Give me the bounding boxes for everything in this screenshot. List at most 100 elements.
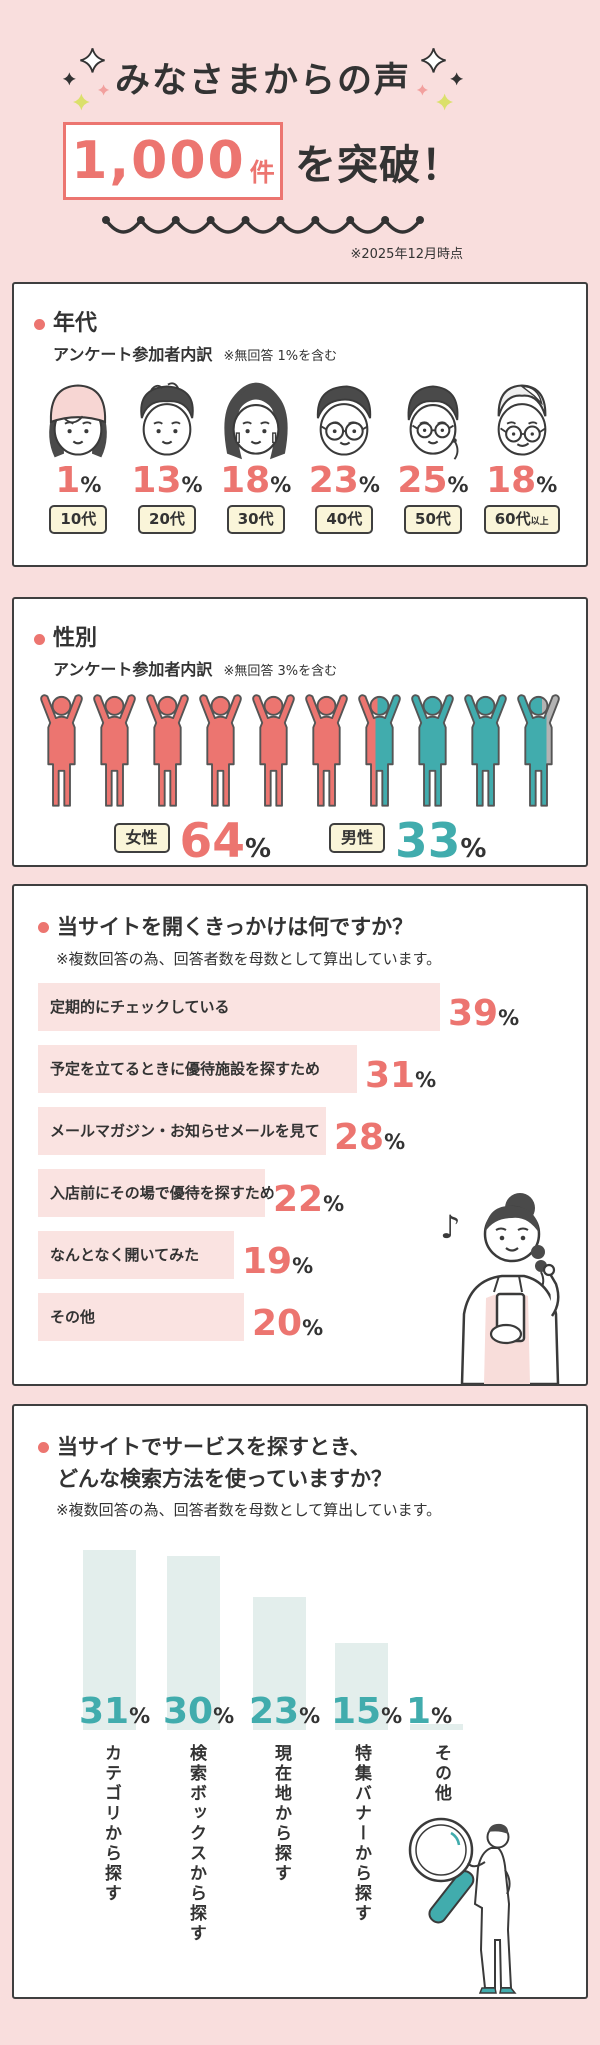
age-section-header: 年代	[34, 310, 566, 339]
age-label: 20代	[138, 504, 196, 534]
header: みなさまからの声 1,000 件 を突破！ ※2025年12月時点	[62, 0, 464, 262]
search-section: 当サイトでサービスを探すとき、 どんな検索方法を使っていますか？ ※複数回答の為…	[12, 1404, 588, 1999]
trigger-bar-percent: 22%	[273, 1178, 345, 1220]
page-title: みなさまからの声	[115, 60, 412, 101]
man-with-magnifier-illustration	[408, 1817, 517, 1994]
trigger-section-title: 当サイトを開くきっかけは何ですか？	[57, 915, 414, 939]
search-bar-label: その他	[431, 1744, 451, 1804]
age-chart: 1% 10代 13% 20代 18% 30代 23% 40代 25% 50代 18% 60代以上	[34, 375, 566, 534]
count-banner: 1,000 件 を突破！	[63, 122, 463, 200]
search-bar	[167, 1556, 220, 1730]
search-bar	[335, 1643, 388, 1730]
search-section-title-line2: どんな検索方法を使っていますか？	[57, 1466, 392, 1491]
hero-title-row: みなさまからの声	[62, 40, 464, 114]
man-glasses-face-icon	[302, 375, 386, 465]
search-bar-chart: 31% カテゴリから探す 30% 検索ボックスから探す 23% 現在地から探す 15% 特集バ…	[38, 1528, 562, 1995]
age-section-subtitle: アンケート参加者内訳 ※無回答 1%を含む	[53, 344, 338, 364]
age-item: 13% 20代	[123, 375, 212, 534]
trigger-bar-label: その他	[50, 1308, 96, 1326]
trigger-bar-percent: 31%	[365, 1054, 437, 1096]
trigger-bar-percent: 19%	[242, 1240, 314, 1282]
count-unit: 件	[249, 157, 275, 187]
age-label: 10代	[49, 504, 108, 534]
person-figure-icon	[37, 692, 86, 816]
female-percent: 64%	[179, 813, 271, 869]
search-bar-percent: 30%	[163, 1691, 235, 1732]
sparkle-icon	[62, 48, 110, 111]
trigger-bar: 入店前にその場で優待を探すため	[38, 1168, 275, 1217]
search-section-title-line1: 当サイトでサービスを探すとき、	[57, 1435, 371, 1459]
bullet-icon	[34, 318, 45, 330]
male-percent: 33%	[395, 813, 487, 869]
teen-girl-face-icon	[36, 375, 120, 465]
age-percent: 18%	[220, 459, 292, 501]
person-figure-icon	[355, 692, 404, 816]
bullet-icon	[34, 633, 45, 645]
gender-results: 女性 64% 男性 33%	[34, 812, 566, 865]
trigger-bar-label: 入店前にその場で優待を探すため	[50, 1184, 275, 1202]
trigger-bar-row: 予定を立てるときに優待施設を探すため 31%	[38, 1044, 562, 1096]
age-percent: 13%	[131, 459, 203, 501]
person-figure-icon	[302, 692, 351, 816]
count-suffix: を突破！	[295, 141, 463, 189]
person-figure-icon	[514, 692, 563, 816]
search-bar-percent: 31%	[79, 1691, 151, 1732]
female-result: 女性 64%	[113, 812, 271, 869]
gender-section-header: 性別	[34, 625, 566, 654]
search-bar-label: 現在地から探す	[271, 1744, 291, 1884]
trigger-bar: 定期的にチェックしている	[38, 982, 440, 1031]
search-bar	[410, 1724, 463, 1730]
trigger-bar: 予定を立てるときに優待施設を探すため	[38, 1044, 357, 1093]
person-figure-icon	[90, 692, 139, 816]
search-bar-percent: 23%	[249, 1691, 321, 1732]
trigger-bar-row: なんとなく開いてみた 19%	[38, 1230, 562, 1282]
trigger-bar-row: その他 20%	[38, 1292, 562, 1344]
search-section-note: ※複数回答の為、回答者数を母数として算出しています。	[56, 1501, 442, 1519]
trigger-bar: なんとなく開いてみた	[38, 1230, 234, 1279]
sparkle-icon	[416, 48, 464, 111]
trigger-bar-label: 定期的にチェックしている	[50, 998, 230, 1016]
trigger-bar: その他	[38, 1292, 244, 1341]
trigger-section-header: 当サイトを開くきっかけは何ですか？	[38, 912, 562, 944]
age-label: 60代以上	[483, 504, 560, 534]
trigger-bar: メールマガジン・お知らせメールを見て	[38, 1106, 326, 1155]
trigger-bar-label: 予定を立てるときに優待施設を探すため	[50, 1060, 321, 1078]
count-box: 1,000 件	[63, 122, 283, 200]
gender-section: 性別 アンケート参加者内訳 ※無回答 3%を含む 女性 64% 男性 33%	[12, 597, 588, 867]
age-label: 30代	[226, 504, 285, 534]
trigger-bar-label: なんとなく開いてみた	[50, 1246, 200, 1264]
age-item: 18% 30代	[211, 375, 300, 534]
young-man-face-icon	[125, 375, 209, 465]
age-item: 1% 10代	[34, 375, 123, 534]
gender-figure-chart	[34, 692, 566, 816]
age-percent: 1%	[55, 459, 102, 501]
age-percent: 18%	[486, 459, 558, 501]
search-bar-percent: 15%	[331, 1691, 403, 1732]
trigger-bar-row: 入店前にその場で優待を探すため 22%	[38, 1168, 562, 1220]
trigger-bar-percent: 28%	[334, 1116, 406, 1158]
age-percent: 25%	[397, 459, 469, 501]
age-label: 50代	[404, 504, 462, 534]
bullet-icon	[38, 1442, 49, 1454]
person-figure-icon	[408, 692, 457, 816]
trigger-section: 当サイトを開くきっかけは何ですか？ ※複数回答の為、回答者数を母数として算出して…	[12, 884, 588, 1386]
trigger-section-note: ※複数回答の為、回答者数を母数として算出しています。	[56, 949, 442, 968]
search-bar-label: 検索ボックスから探す	[186, 1744, 206, 1944]
trigger-bar-row: メールマガジン・お知らせメールを見て 28%	[38, 1106, 562, 1158]
age-label: 40代	[315, 504, 374, 534]
woman-glasses-face-icon	[391, 375, 475, 465]
female-label: 女性	[113, 822, 170, 854]
male-result: 男性 33%	[329, 812, 486, 865]
male-label: 男性	[329, 822, 386, 854]
age-item: 25% 50代	[389, 375, 478, 534]
count-value: 1,000	[71, 131, 246, 191]
wave-divider-icon	[102, 216, 424, 234]
woman-with-phone-illustration: ♪	[440, 1193, 560, 1384]
person-figure-icon	[461, 692, 510, 816]
trigger-bar-chart: 定期的にチェックしている 39% 予定を立てるときに優待施設を探すため 31% メールマ…	[38, 982, 562, 1344]
date-note: ※2025年12月時点	[350, 247, 463, 262]
age-section: 年代 アンケート参加者内訳 ※無回答 1%を含む 1% 10代 13% 20代 18% 3…	[12, 282, 588, 567]
trigger-bar-percent: 20%	[252, 1302, 324, 1344]
age-section-title: 年代	[53, 311, 98, 336]
